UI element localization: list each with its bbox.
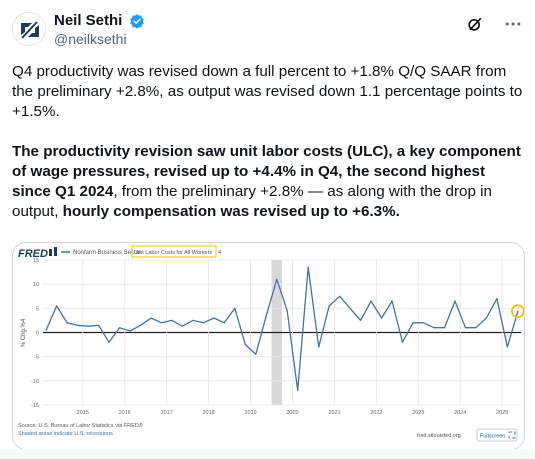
data-point <box>223 322 225 324</box>
next-tweet-strip <box>0 449 535 459</box>
y-tick-label: 10 <box>33 282 39 288</box>
data-point <box>506 346 508 348</box>
data-point <box>328 305 330 307</box>
tweet-plain-span: , from the preliminary +2.8% — as along … <box>12 183 492 220</box>
data-point <box>349 307 351 309</box>
data-point <box>255 353 257 355</box>
source-line: Source: U.S. Bureau of Labor Statistics … <box>18 422 143 429</box>
tweet-paragraph-1: Q4 productivity was revised down a full … <box>12 63 523 120</box>
data-point <box>517 310 519 312</box>
data-point <box>192 319 194 322</box>
data-point <box>297 389 299 392</box>
verified-badge-icon <box>130 14 144 29</box>
data-point <box>213 317 215 319</box>
data-point <box>370 300 372 302</box>
x-tick-label: 2025 <box>496 410 508 416</box>
data-point <box>433 327 435 329</box>
chart-card[interactable]: FRED Nonfarm Business Sector Unit Labor … <box>12 242 525 450</box>
grok-icon[interactable] <box>465 14 485 34</box>
x-tick-label: 2019 <box>244 410 256 416</box>
legend-highlight-box <box>131 245 217 258</box>
data-point <box>412 322 414 324</box>
x-tick-label: 2017 <box>161 410 173 416</box>
data-point <box>87 325 89 327</box>
tweet-header: Neil Sethi @neilksethi <box>12 10 523 48</box>
avatar[interactable] <box>12 12 46 46</box>
fred-chart: FRED Nonfarm Business Sector Unit Labor … <box>18 245 524 442</box>
tweet-bold-span: The productivity revision saw unit labor… <box>12 143 521 200</box>
tweet-text: Q4 productivity was revised down a full … <box>12 62 526 242</box>
data-point <box>181 325 184 327</box>
x-tick-label: 2018 <box>202 410 214 416</box>
data-point <box>496 298 498 300</box>
legend-highlight-label: Unit Labor Costs for All Workers <box>134 250 212 256</box>
data-point <box>118 327 121 329</box>
more-options-icon[interactable] <box>503 14 523 34</box>
avatar-logo-icon <box>13 13 45 45</box>
data-point <box>97 324 100 326</box>
data-point <box>454 300 456 302</box>
fred-logo: FRED <box>18 248 48 260</box>
tweet-bold-span: hourly compensation was revised up to +6… <box>62 203 400 220</box>
fred-site-link[interactable]: fred.stlouisfed.org <box>417 433 461 439</box>
data-point <box>276 278 278 280</box>
data-point <box>360 319 362 322</box>
series-line <box>45 266 519 392</box>
data-point <box>139 324 142 326</box>
data-point <box>129 330 131 332</box>
y-tick-label: 5 <box>36 306 39 312</box>
data-point <box>234 307 236 309</box>
data-point <box>45 329 47 331</box>
data-point <box>244 343 246 346</box>
data-point <box>286 310 288 312</box>
data-point <box>422 322 425 324</box>
data-point <box>318 346 320 348</box>
x-tick-label: 2024 <box>454 410 466 416</box>
data-point <box>475 327 477 329</box>
recession-note: Shaded areas indicate U.S. recessions. <box>18 431 115 437</box>
data-point <box>485 317 488 319</box>
y-tick-label: -15 <box>31 403 39 409</box>
data-point <box>380 317 383 319</box>
data-point <box>150 317 152 319</box>
y-axis-label: % Chg.%4 <box>21 318 27 347</box>
tweet-paragraph-2: The productivity revision saw unit labor… <box>12 142 526 222</box>
y-tick-label: 0 <box>36 331 39 337</box>
last-point-highlight <box>510 304 524 319</box>
x-tick-label: 2021 <box>328 410 340 416</box>
fred-logo-icon <box>49 247 57 256</box>
x-tick-label: 2015 <box>77 410 89 416</box>
data-point <box>339 295 341 297</box>
data-point <box>391 300 393 302</box>
y-tick-label: 15 <box>33 258 39 264</box>
data-point <box>307 266 309 268</box>
data-point <box>160 322 163 324</box>
data-point <box>108 341 110 343</box>
legend-suffix: 4 <box>218 250 221 256</box>
x-tick-label: 2020 <box>286 410 298 416</box>
data-point <box>171 319 173 322</box>
y-tick-label: -10 <box>31 379 39 385</box>
x-tick-label: 2016 <box>119 410 131 416</box>
data-point <box>464 327 467 329</box>
legend-series-label: Nonfarm Business Sector <box>73 250 141 256</box>
data-point <box>401 341 404 343</box>
data-point <box>66 322 68 324</box>
fullscreen-icon <box>508 431 516 439</box>
display-name[interactable]: Neil Sethi <box>54 12 123 29</box>
data-point <box>202 322 204 324</box>
x-tick-label: 2023 <box>412 410 424 416</box>
fullscreen-label: Fullscreen <box>480 434 505 440</box>
y-tick-label: -5 <box>34 355 39 361</box>
fullscreen-button[interactable]: Fullscreen <box>476 428 518 442</box>
data-point <box>443 327 446 329</box>
x-tick-label: 2022 <box>370 410 382 416</box>
data-point <box>56 305 58 307</box>
data-point <box>76 324 79 326</box>
user-handle[interactable]: @neilksethi <box>54 31 127 48</box>
data-point <box>265 314 267 317</box>
